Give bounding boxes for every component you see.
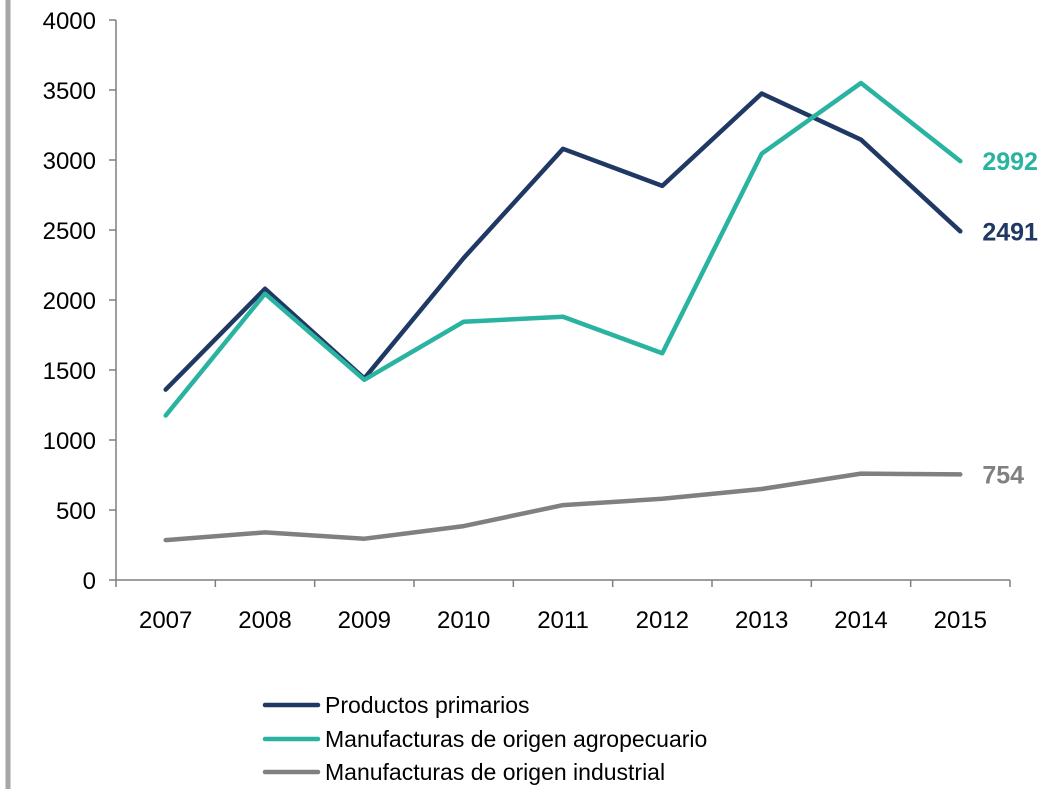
y-tick-label: 2500 — [43, 218, 96, 245]
y-tick-label: 0 — [83, 568, 96, 595]
x-tick-label: 2014 — [834, 607, 887, 634]
x-tick-label: 2015 — [934, 607, 987, 634]
y-tick-label: 1500 — [43, 358, 96, 385]
end-value-label: 754 — [982, 461, 1024, 489]
series-line-0 — [163, 91, 963, 392]
y-tick-label: 3500 — [43, 78, 96, 105]
x-tick-label: 2009 — [338, 607, 391, 634]
legend-label: Manufacturas de origen agropecuario — [325, 726, 707, 752]
x-tick-label: 2008 — [238, 607, 291, 634]
end-value-label: 2992 — [982, 148, 1038, 176]
x-tick-label: 2011 — [537, 607, 589, 634]
series-line-2 — [163, 471, 963, 543]
y-tick-label: 3000 — [43, 148, 96, 175]
x-tick-label: 2010 — [437, 607, 490, 634]
end-value-label: 2491 — [982, 218, 1038, 246]
x-tick-label: 2012 — [636, 607, 689, 634]
y-tick-label: 1000 — [43, 428, 96, 455]
y-tick-label: 500 — [56, 498, 96, 525]
y-tick-label: 4000 — [43, 8, 96, 35]
legend-label: Manufacturas de origen industrial — [325, 759, 665, 785]
y-tick-label: 2000 — [43, 288, 96, 315]
x-tick-label: 2007 — [139, 607, 192, 634]
x-tick-label: 2013 — [735, 607, 788, 634]
series-line-1 — [163, 80, 963, 418]
legend-label: Productos primarios — [325, 692, 530, 718]
